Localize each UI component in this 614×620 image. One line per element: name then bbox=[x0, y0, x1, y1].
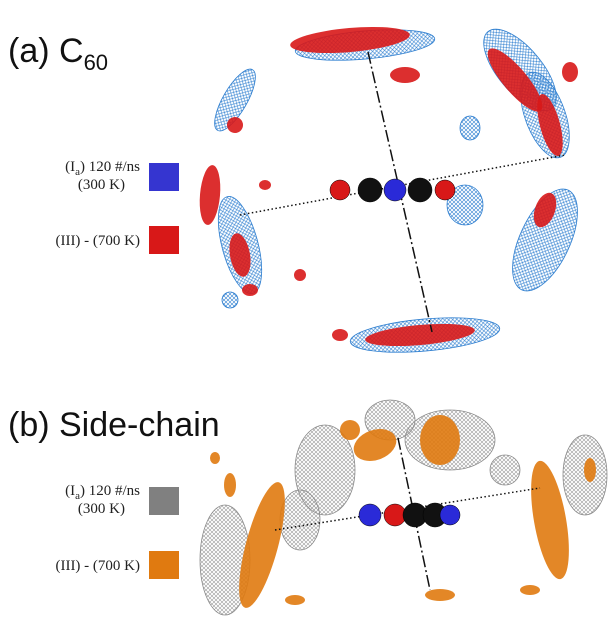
mesh-isosurface bbox=[490, 455, 520, 485]
legend-swatch bbox=[149, 163, 179, 191]
legend-label: (300 K) bbox=[78, 501, 125, 517]
solid-isosurface bbox=[294, 269, 306, 281]
legend-swatch bbox=[149, 551, 179, 579]
solid-isosurface bbox=[285, 595, 305, 605]
atom bbox=[384, 504, 406, 526]
solid-isosurface bbox=[210, 452, 220, 464]
atom bbox=[440, 505, 460, 525]
panel-title: (b) Side-chain bbox=[8, 406, 220, 444]
atom bbox=[384, 179, 406, 201]
solid-isosurface bbox=[390, 67, 420, 83]
scene bbox=[197, 18, 590, 358]
atom bbox=[359, 504, 381, 526]
legends: (Ia) 120 #/ns(300 K)(III) - (700 K)(Ia) … bbox=[55, 159, 179, 579]
legend-text: (III) - (700 K) bbox=[55, 558, 140, 574]
solid-isosurface bbox=[584, 458, 596, 482]
solid-isosurface bbox=[224, 473, 236, 497]
mesh-isosurface bbox=[222, 292, 238, 308]
legend-swatch bbox=[149, 226, 179, 254]
legend-swatch bbox=[149, 487, 179, 515]
atom bbox=[435, 180, 455, 200]
legend-text: ) 120 #/ns bbox=[80, 159, 140, 175]
solid-isosurface bbox=[520, 585, 540, 595]
renderings bbox=[197, 18, 607, 615]
figure: (a) C60 (b) Side-chain (Ia) 120 #/ns(300… bbox=[0, 0, 614, 620]
scene bbox=[200, 400, 607, 615]
atom bbox=[358, 178, 382, 202]
solid-isosurface bbox=[259, 180, 271, 190]
legend-text: (I bbox=[65, 159, 75, 175]
legend-label: (III) - (700 K) bbox=[55, 558, 140, 574]
panel-title: (a) C60 bbox=[8, 32, 108, 75]
mesh-isosurface bbox=[280, 490, 320, 550]
solid-isosurface bbox=[332, 329, 348, 341]
mesh-isosurface bbox=[460, 116, 480, 140]
legend-text: ) 120 #/ns bbox=[80, 483, 140, 499]
atom bbox=[408, 178, 432, 202]
solid-isosurface bbox=[425, 589, 455, 601]
solid-isosurface bbox=[420, 415, 460, 465]
legend-label: (300 K) bbox=[78, 177, 125, 193]
solid-isosurface bbox=[340, 420, 360, 440]
legend-label: (Ia) 120 #/ns bbox=[65, 483, 140, 502]
legend-text: (I bbox=[65, 483, 75, 499]
solid-isosurface bbox=[562, 62, 578, 82]
solid-isosurface bbox=[242, 284, 258, 296]
legend-text: (III) - (700 K) bbox=[55, 233, 140, 249]
legend-label: (Ia) 120 #/ns bbox=[65, 159, 140, 178]
atom bbox=[330, 180, 350, 200]
legend-label: (III) - (700 K) bbox=[55, 233, 140, 249]
